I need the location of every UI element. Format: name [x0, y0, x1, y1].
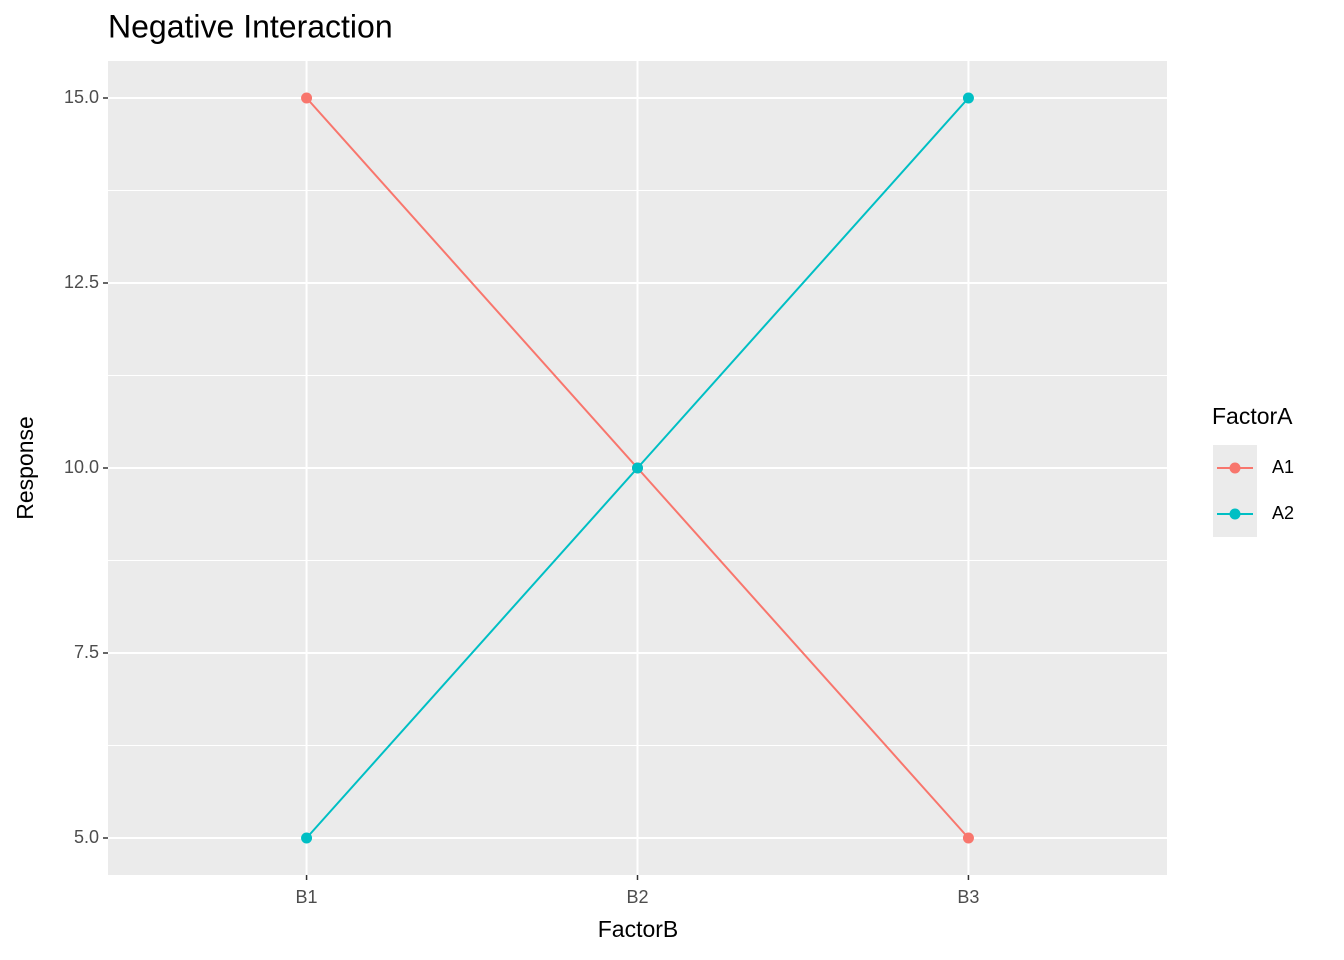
- legend-key-point: [1229, 508, 1241, 520]
- y-tick-label: 7.5: [74, 642, 99, 662]
- point: [632, 462, 643, 474]
- x-tick-label: B2: [626, 887, 648, 907]
- x-axis-title: FactorB: [598, 916, 679, 942]
- chart-title: Negative Interaction: [108, 8, 393, 44]
- legend-title: FactorA: [1212, 403, 1293, 429]
- legend-key-background: [1213, 445, 1257, 537]
- x-tick-label: B3: [957, 887, 979, 907]
- legend-key-point: [1229, 462, 1241, 474]
- point: [301, 92, 313, 104]
- y-tick-label: 12.5: [64, 272, 99, 292]
- point: [301, 832, 313, 844]
- y-axis-title: Response: [12, 416, 38, 520]
- point: [962, 92, 974, 104]
- point: [962, 832, 974, 844]
- legend-label: A2: [1272, 503, 1294, 523]
- y-tick-label: 10.0: [64, 457, 99, 477]
- y-tick-label: 15.0: [64, 87, 99, 107]
- y-tick-label: 5.0: [74, 827, 99, 847]
- x-tick-label: B1: [296, 887, 318, 907]
- legend-label: A1: [1272, 457, 1294, 477]
